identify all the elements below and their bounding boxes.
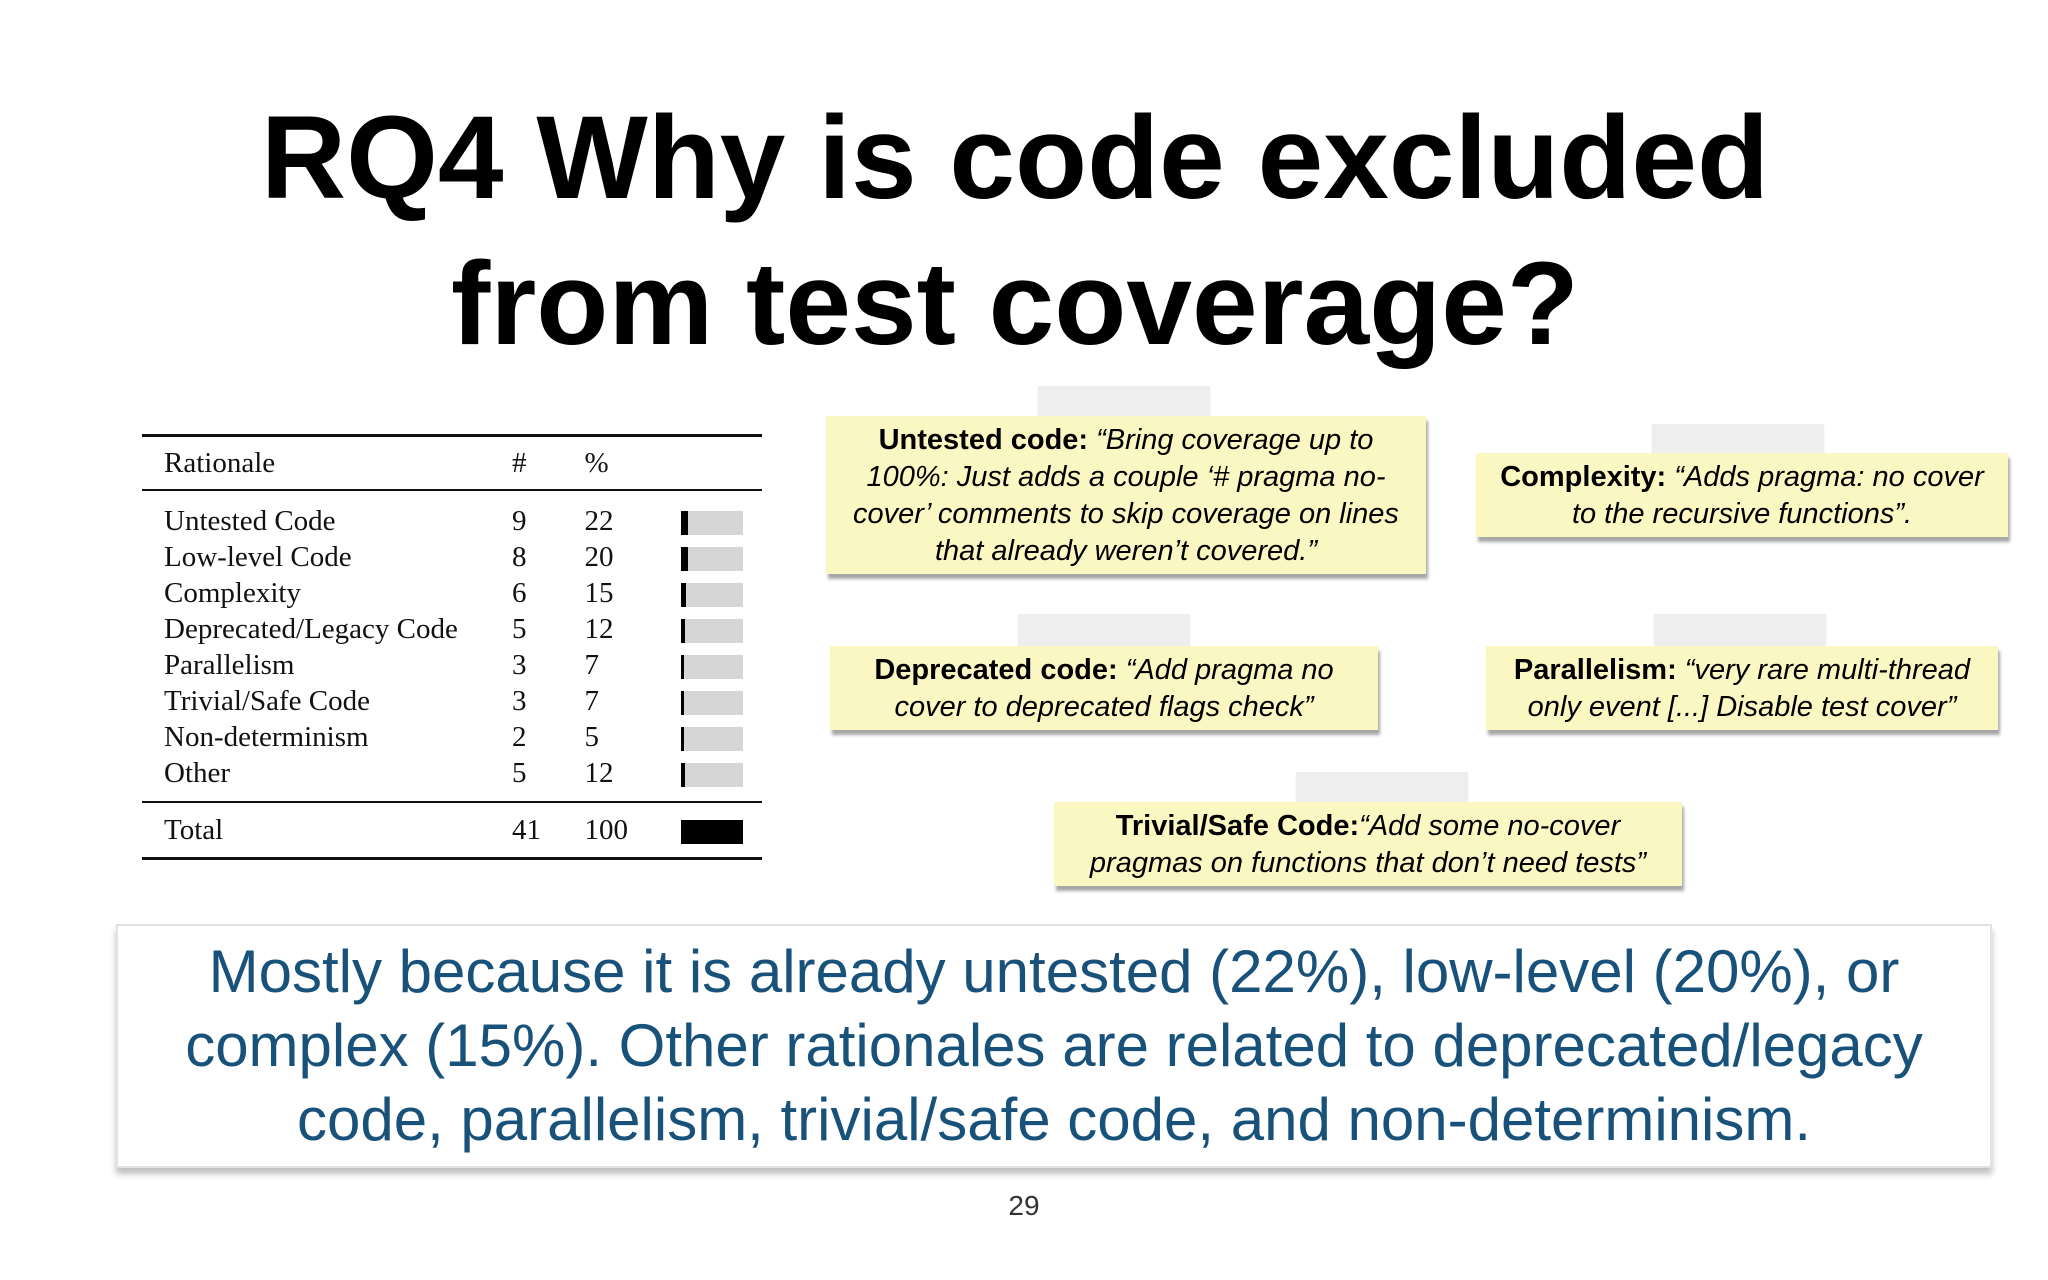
table-row: Non-determinism 2 5	[142, 719, 762, 755]
header-percent: %	[584, 446, 609, 479]
summary-text: Mostly because it is already untested (2…	[185, 938, 1923, 1153]
row-count: 6	[511, 576, 527, 609]
rationale-table: Rationale # % Untested Code 9 22 Low-lev…	[142, 434, 762, 860]
row-bar-fill	[681, 510, 689, 535]
row-bar-fill	[681, 582, 686, 607]
row-name: Deprecated/Legacy Code	[164, 612, 458, 645]
row-name: Untested Code	[164, 504, 336, 537]
table-row: Deprecated/Legacy Code 5 12	[142, 611, 762, 647]
title-line-1-rest: Why is code excluded	[503, 92, 1770, 224]
title-rq-label: RQ4	[260, 92, 504, 224]
note-complexity: Complexity: “Adds pragma: no cover to th…	[1476, 453, 2008, 537]
note-label: Complexity:	[1500, 461, 1667, 493]
note-quote: “Add some no-cover pragmas on functions …	[1089, 810, 1647, 879]
row-bar	[681, 726, 744, 751]
note-quote: “Bring coverage up to 100%: Just adds a …	[853, 424, 1399, 567]
row-count: 5	[511, 612, 527, 645]
row-count: 3	[511, 648, 527, 681]
row-name: Low-level Code	[164, 540, 352, 573]
row-bar-fill	[681, 762, 686, 787]
total-count: 41	[511, 813, 541, 846]
row-percent: 22	[584, 504, 614, 537]
page-number: 29	[1008, 1190, 1040, 1221]
row-name: Parallelism	[164, 648, 295, 681]
row-bar	[681, 582, 744, 607]
row-name: Complexity	[164, 576, 301, 609]
header-count: #	[511, 446, 527, 479]
table-row: Low-level Code 8 20	[142, 539, 762, 575]
summary-box: Mostly because it is already untested (2…	[116, 924, 1992, 1168]
row-name: Trivial/Safe Code	[164, 684, 370, 717]
row-bar	[681, 762, 744, 787]
total-bar-fill	[681, 819, 744, 844]
note-label: Trivial/Safe Code:	[1115, 810, 1360, 842]
row-count: 9	[511, 504, 527, 537]
row-percent: 12	[584, 756, 614, 789]
row-bar-fill	[681, 726, 684, 751]
table-row: Untested Code 9 22	[142, 490, 762, 539]
note-quote: “Adds pragma: no cover to the recursive …	[1571, 461, 1984, 530]
row-bar	[681, 654, 744, 679]
row-bar-fill	[681, 618, 686, 643]
row-percent: 20	[584, 540, 614, 573]
note-label: Untested code:	[878, 424, 1089, 456]
note-quote: “Add pragma no cover to deprecated flags…	[894, 654, 1334, 723]
table-header-row: Rationale # %	[142, 435, 762, 491]
title-line-1: RQ4 Why is code excluded	[0, 85, 2030, 231]
total-bar	[681, 819, 744, 844]
slide-title: RQ4 Why is code excluded from test cover…	[0, 85, 2030, 377]
table-row: Parallelism 3 7	[142, 647, 762, 683]
row-name: Non-determinism	[164, 720, 369, 753]
table-row: Complexity 6 15	[142, 575, 762, 611]
title-line-2: from test coverage?	[451, 238, 1579, 370]
row-percent: 7	[584, 684, 600, 717]
row-name: Other	[164, 756, 231, 789]
row-count: 5	[511, 756, 527, 789]
note-untested-code: Untested code: “Bring coverage up to 100…	[826, 416, 1426, 574]
row-percent: 12	[584, 612, 614, 645]
row-count: 3	[511, 684, 527, 717]
table-row: Trivial/Safe Code 3 7	[142, 683, 762, 719]
note-label: Parallelism:	[1513, 654, 1677, 686]
table-total-row: Total 41 100	[142, 802, 762, 859]
note-quote: “very rare multi-thread only event [...]…	[1527, 654, 1971, 723]
header-rationale: Rationale	[164, 446, 276, 479]
table-row: Other 5 12	[142, 755, 762, 802]
note-deprecated-code: Deprecated code: “Add pragma no cover to…	[830, 646, 1378, 730]
row-percent: 7	[584, 648, 600, 681]
row-percent: 15	[584, 576, 614, 609]
row-bar	[681, 546, 744, 571]
total-percent: 100	[584, 813, 629, 846]
row-count: 8	[511, 540, 527, 573]
row-bar	[681, 510, 744, 535]
row-bar	[681, 618, 744, 643]
row-bar-fill	[681, 546, 688, 571]
header-bar	[681, 436, 762, 491]
total-name: Total	[164, 813, 224, 846]
row-bar	[681, 690, 744, 715]
row-bar-fill	[681, 690, 684, 715]
row-count: 2	[511, 720, 527, 753]
note-label: Deprecated code:	[874, 654, 1118, 686]
row-bar-fill	[681, 654, 684, 679]
row-percent: 5	[584, 720, 600, 753]
note-trivial-safe-code: Trivial/Safe Code:“Add some no-cover pra…	[1054, 802, 1682, 886]
note-parallelism: Parallelism: “very rare multi-thread onl…	[1486, 646, 1998, 730]
